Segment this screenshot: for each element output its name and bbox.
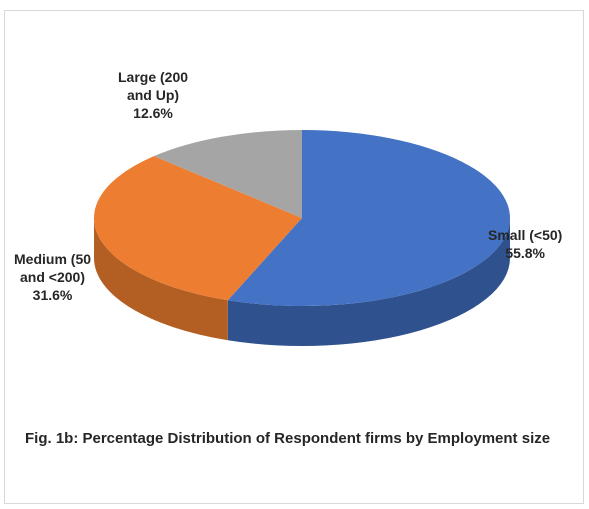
figure-caption: Fig. 1b: Percentage Distribution of Resp… [25,430,551,447]
label-large: Large (200 and Up) 12.6% [118,69,189,121]
label-medium: Medium (50 and <200) 31.6% [14,251,92,303]
pie-side-small [227,218,510,346]
pie-slice-medium [93,156,303,301]
pie-side-medium [94,218,228,341]
pie-slice-small [227,130,510,306]
pie-tops [93,130,510,306]
pie-slice-large [154,130,302,218]
pie-sides [94,218,510,346]
label-small: Small (<50) 55.8% [488,227,563,261]
